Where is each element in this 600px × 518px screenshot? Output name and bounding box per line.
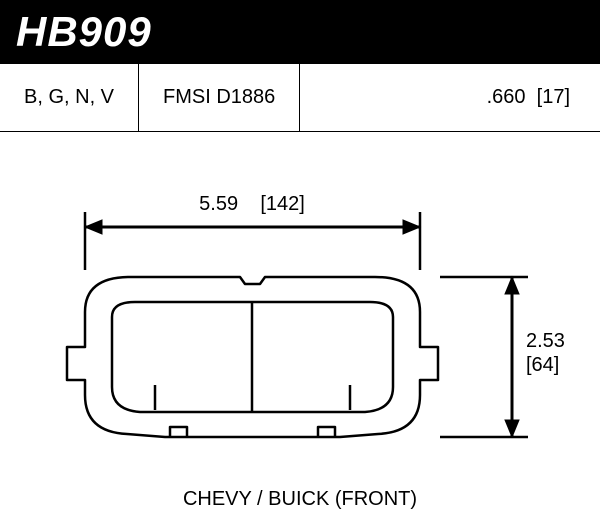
width-label: 5.59 [142] bbox=[199, 193, 305, 215]
fmsi-cell: FMSI D1886 bbox=[139, 64, 300, 131]
thickness-in: .660 bbox=[487, 86, 526, 109]
application-text: CHEVY / BUICK (FRONT) bbox=[183, 488, 417, 510]
height-dimension bbox=[440, 277, 528, 437]
width-dimension bbox=[85, 212, 420, 270]
part-number-text: HB909 bbox=[16, 8, 152, 55]
spec-row: B, G, N, V FMSI D1886 .660 [17] bbox=[0, 64, 600, 132]
thickness-mm: [17] bbox=[537, 86, 570, 109]
fmsi-text: FMSI D1886 bbox=[163, 86, 275, 109]
brake-pad-diagram: 5.59 [142] 2.53 [64] bbox=[0, 132, 600, 482]
application-caption: CHEVY / BUICK (FRONT) bbox=[0, 488, 600, 511]
compounds-cell: B, G, N, V bbox=[0, 64, 139, 131]
thickness-cell: .660 [17] bbox=[463, 64, 600, 131]
width-mm: [142] bbox=[260, 193, 304, 215]
height-in: 2.53 bbox=[526, 330, 565, 352]
height-label: 2.53 [64] bbox=[526, 330, 571, 376]
brake-pad-shape bbox=[67, 277, 438, 437]
compounds-text: B, G, N, V bbox=[24, 86, 114, 109]
diagram-area: 5.59 [142] 2.53 [64] bbox=[0, 132, 600, 482]
part-number-header: HB909 bbox=[0, 0, 600, 64]
width-in: 5.59 bbox=[199, 193, 238, 215]
height-mm: [64] bbox=[526, 354, 559, 376]
